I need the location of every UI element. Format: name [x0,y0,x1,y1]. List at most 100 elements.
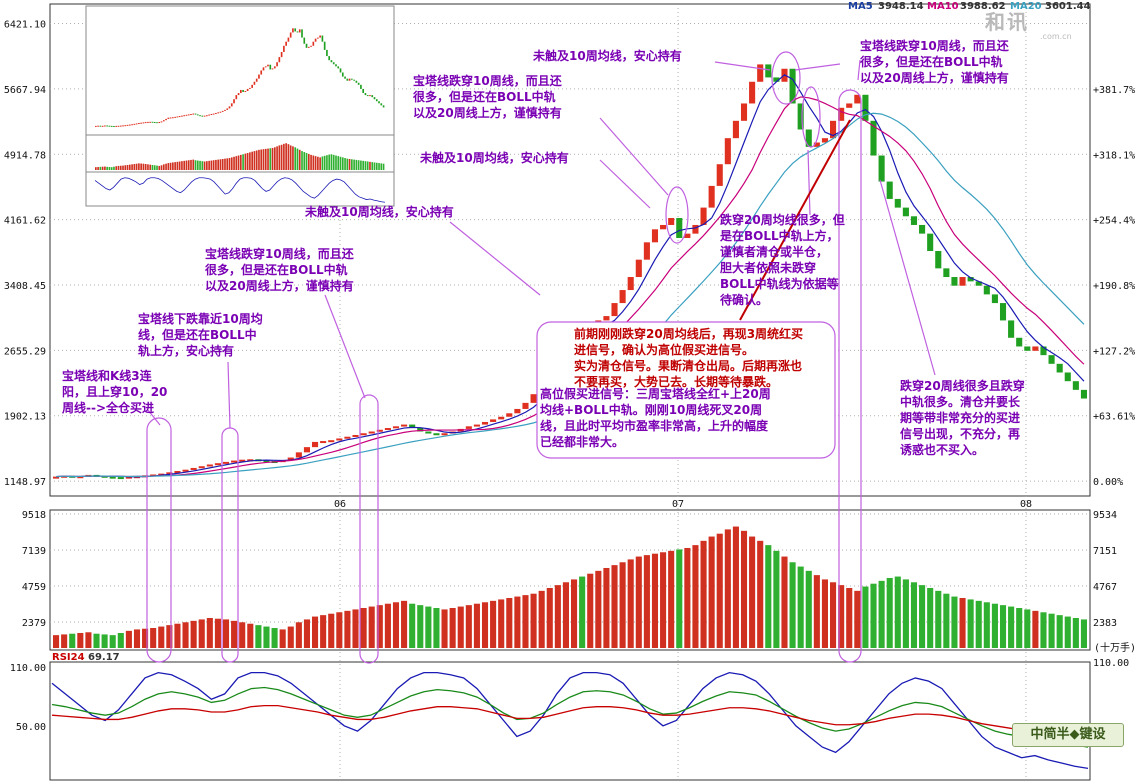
price-tick-label: 5667.94 [4,85,46,96]
volume-bar [150,627,157,648]
candle [433,433,440,436]
inset-volume-bar [380,163,383,170]
inset-volume-bar [106,166,108,170]
rsi-series-line [51,671,1089,770]
price-tick-label: 1902.13 [4,412,46,423]
inset-volume-bar [97,167,99,170]
rsi-series-line [51,686,1089,748]
inset-candle [219,111,222,113]
volume-bar [1072,617,1079,648]
candle [1008,320,1015,338]
volume-bar [999,605,1007,648]
candle [999,303,1007,321]
candle [983,285,990,295]
volume-bar [878,580,885,648]
candle [813,142,820,147]
volume-bar [198,619,205,648]
volume-bar [692,545,699,648]
price-tick-label: 2655.29 [4,346,46,357]
inset-candle [140,122,142,124]
volume-bar [1048,613,1055,648]
inset-volume-bar [328,154,331,170]
inset-candle [131,124,133,126]
inset-volume-bar [267,148,269,170]
volume-bar [732,526,739,648]
inset-candle [160,121,163,123]
inset-candle [344,76,346,79]
ma20-label: MA20 [1010,1,1042,12]
inset-candle [187,114,190,116]
inset-volume-bar [115,166,118,170]
inset-candle [346,78,349,81]
candle [692,224,699,234]
candle [603,316,610,321]
candle [222,461,230,464]
inset-volume-bar [176,161,179,170]
percent-tick-label: +190.8% [1093,281,1135,292]
inset-candle [289,32,292,38]
candle [805,129,812,147]
volume-bar [975,600,982,648]
inset-candle [287,37,290,42]
inset-volume-bar [283,143,285,170]
inset-volume-bar [335,155,337,170]
volume-bar [1016,607,1023,648]
volume-bar [303,619,310,648]
volume-bar [1032,610,1039,648]
candle [360,433,367,436]
volume-bar [133,629,141,648]
candle [166,472,173,475]
candle [619,290,626,304]
candle [716,164,723,186]
candle [611,303,618,317]
candle [959,277,966,286]
inset-candle [226,108,229,110]
inset-candle [149,121,152,123]
inset-candle [351,78,353,80]
corner-badge[interactable]: 中简半◆键设 [1012,723,1124,747]
inset-volume-bar [101,166,104,170]
inset-candle [221,110,224,112]
inset-candle [206,115,208,117]
candle [854,94,861,104]
annotation-text: 以及20周线上方，谨慎持有 [205,278,354,293]
candle [838,107,845,121]
inset-candle [303,37,306,44]
inset-candle [230,103,233,107]
inset-volume-bar [181,161,183,170]
inset-volume-bar [160,165,163,170]
annotation-text: 宝塔线跌穿10周线，而且还 [205,246,355,261]
candle [384,428,391,431]
inset-candle [264,66,267,68]
price-tick-label: 4161.62 [4,216,46,227]
inset-volume-bar [251,151,253,170]
volume-bar [247,623,254,648]
candle [1080,389,1087,399]
inset-candle [301,29,303,38]
candle [676,218,683,238]
volume-bars [53,526,1087,648]
inset-volume-bar [351,159,353,170]
volume-bar [465,605,472,648]
inset-candle [119,125,122,127]
inset-volume-bar [321,156,324,170]
candle [627,277,634,291]
inset-volume-bar [280,144,283,170]
volume-bar [222,619,230,648]
volume-bar [805,570,812,648]
inset-volume-bar [348,158,351,170]
inset-candle [108,125,111,127]
annotation-text: 以及20周线上方，谨慎持有 [413,105,562,120]
candle [214,463,221,466]
volume-bar [85,632,92,648]
volume-bar [328,613,335,648]
inset-candle [228,106,231,109]
candle [417,428,424,432]
volume-bar [481,602,489,648]
inset-candle [128,124,131,126]
volume-bar [554,585,561,648]
volume-tick-label: 4759 [22,582,46,593]
ma5-label: MA5 [848,1,873,12]
inset-candle [185,114,188,116]
